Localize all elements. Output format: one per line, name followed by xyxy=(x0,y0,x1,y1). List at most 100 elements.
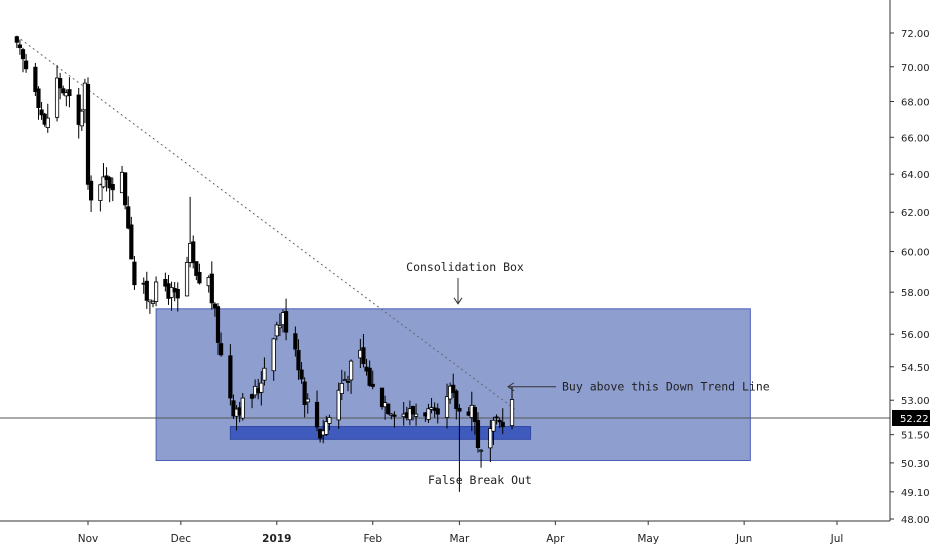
candle-body-66 xyxy=(299,369,304,380)
candle-body-23 xyxy=(110,184,115,191)
trend-line-layer xyxy=(16,35,516,410)
candle-body-6 xyxy=(39,109,44,116)
support-zone-layer xyxy=(229,426,532,440)
y-tick-label-9: 54.50 xyxy=(901,363,930,374)
candle-body-25 xyxy=(123,172,128,206)
candle-body-9 xyxy=(54,77,60,118)
x-tick-label-6: May xyxy=(637,533,659,545)
candle-body-15 xyxy=(79,110,84,127)
candle-body-45 xyxy=(209,273,214,304)
candle-body-4 xyxy=(33,66,38,93)
candle-body-17 xyxy=(85,83,91,185)
candle-body-72 xyxy=(324,421,329,435)
x-tick-label-0: Nov xyxy=(78,533,99,545)
candle-body-3 xyxy=(23,60,29,70)
candle-body-88 xyxy=(392,414,397,417)
candle-body-49 xyxy=(228,355,233,399)
y-tick-label-2: 68.00 xyxy=(901,98,930,109)
candle-body-65 xyxy=(296,349,301,371)
candle-body-107 xyxy=(475,420,481,449)
y-tick-label-8: 56.00 xyxy=(901,330,930,341)
candle-body-112 xyxy=(497,419,502,423)
y-tick-label-5: 62.00 xyxy=(901,208,930,219)
y-tick-label-4: 64.00 xyxy=(901,170,930,181)
candle-body-59 xyxy=(271,338,276,372)
candle-body-54 xyxy=(249,394,255,399)
y-axis[interactable]: 72.00 70.00 68.00 66.00 64.00 62.00 60.00 58.00… xyxy=(889,0,930,526)
candle-body-93 xyxy=(413,413,419,417)
candle-body-43 xyxy=(197,271,202,284)
x-tick-label-7: Jun xyxy=(735,533,752,545)
candle-body-82 xyxy=(367,367,372,386)
annotation-false-break-out: False Break Out xyxy=(428,473,532,487)
candle-body-53 xyxy=(240,397,245,419)
candle-body-22 xyxy=(107,177,112,189)
y-tick-label-11: 51.50 xyxy=(901,431,930,442)
candle-body-76 xyxy=(342,379,347,381)
candle-body-14 xyxy=(76,94,81,125)
candle-body-36 xyxy=(169,287,174,298)
support-zone xyxy=(229,426,532,440)
candle-body-86 xyxy=(386,403,391,415)
x-axis[interactable]: Nov Dec 2019 Feb Mar Apr May Jun Jul xyxy=(0,520,890,545)
candle-body-31 xyxy=(147,299,153,303)
candle-body-60 xyxy=(274,324,279,337)
annotation-consolidation-box: Consolidation Box xyxy=(406,260,524,274)
candle-body-73 xyxy=(327,417,332,424)
candle-body-67 xyxy=(302,381,307,406)
candle-body-18 xyxy=(88,180,94,201)
candle-body-38 xyxy=(175,288,180,299)
candle-body-30 xyxy=(144,280,149,301)
candle-body-57 xyxy=(259,382,264,393)
candle-body-78 xyxy=(348,360,354,381)
candle-body-46 xyxy=(212,303,217,309)
candle-body-69 xyxy=(314,401,320,428)
candle-body-95 xyxy=(426,408,431,420)
candle-body-114 xyxy=(509,399,515,427)
candle-body-77 xyxy=(345,380,351,383)
candle-body-111 xyxy=(494,416,499,419)
candle-body-20 xyxy=(101,176,106,188)
candle-body-84 xyxy=(379,387,385,408)
candle-body-41 xyxy=(191,241,196,264)
candle-body-64 xyxy=(293,333,298,350)
y-tick-label-7: 58.00 xyxy=(901,288,930,299)
candle-body-101 xyxy=(451,384,456,394)
candle-body-102 xyxy=(454,390,459,410)
annotation-consolidation-arrowhead xyxy=(453,297,463,305)
last-price-label: 52.22 xyxy=(900,414,929,425)
candle-body-58 xyxy=(262,367,267,381)
candle-body-80 xyxy=(361,347,366,365)
candle-body-34 xyxy=(163,279,168,287)
candle-body-68 xyxy=(305,398,310,403)
y-tick-label-12: 50.30 xyxy=(901,459,930,470)
x-tick-label-3: Feb xyxy=(363,533,382,545)
candle-body-48 xyxy=(218,343,224,356)
down-trend-line xyxy=(16,35,516,410)
y-tick-label-13: 49.10 xyxy=(901,488,930,499)
annotations-layer: Consolidation Box Buy above this Down Tre… xyxy=(406,260,770,487)
annotation-buy-arrowhead xyxy=(507,382,515,392)
candle-body-0 xyxy=(14,36,19,43)
candle-body-42 xyxy=(194,261,199,276)
annotation-buy-above-trend-line: Buy above this Down Trend Line xyxy=(562,380,770,394)
candle-body-10 xyxy=(58,78,63,89)
last-price-badge xyxy=(892,409,930,426)
x-tick-label-2: 2019 xyxy=(262,533,291,545)
candle-body-109 xyxy=(488,428,493,449)
candle-body-19 xyxy=(98,184,103,202)
candle-body-75 xyxy=(339,382,344,394)
candle-body-108 xyxy=(478,449,484,452)
candle-body-39 xyxy=(184,262,190,297)
candle-body-5 xyxy=(36,88,41,109)
candle-body-74 xyxy=(336,389,341,421)
x-tick-label-1: Dec xyxy=(171,533,192,545)
candle-body-32 xyxy=(150,301,156,304)
candle-body-106 xyxy=(472,407,477,423)
candle-body-92 xyxy=(410,406,416,415)
y-tick-label-14: 48.00 xyxy=(901,515,930,526)
candle-body-99 xyxy=(444,396,450,418)
candle-body-1 xyxy=(17,44,23,49)
y-tick-label-0: 72.00 xyxy=(901,29,930,40)
